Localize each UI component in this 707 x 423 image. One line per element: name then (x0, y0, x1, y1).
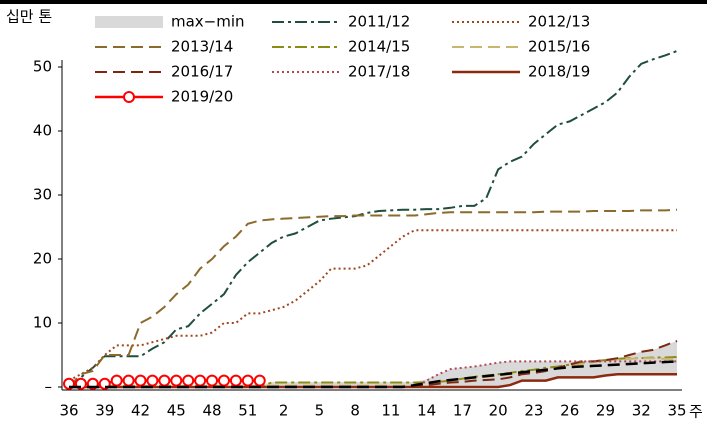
x-tick-label: 51 (238, 402, 257, 420)
series-marker (170, 374, 183, 387)
series-line (68, 229, 677, 382)
x-tick-label: 29 (596, 402, 615, 420)
series-marker (241, 374, 254, 387)
legend-label: 2011/12 (348, 13, 410, 31)
x-tick-label: 23 (524, 402, 543, 420)
series-marker (253, 374, 266, 387)
y-axis-label: 십만 톤 (6, 8, 52, 26)
legend-label: 2016/17 (171, 63, 233, 81)
x-tick-label: 2 (279, 402, 289, 420)
series-marker (217, 374, 230, 387)
series-line (69, 357, 677, 387)
x-tick-label: 20 (489, 402, 508, 420)
legend-label: max−min (171, 13, 245, 31)
x-tick-label: 32 (632, 402, 651, 420)
x-tick-label: 26 (560, 402, 579, 420)
legend-label: 2017/18 (348, 63, 410, 81)
x-tick-label: 48 (203, 402, 222, 420)
y-tick-label: 20 (33, 250, 52, 268)
x-tick-label: 11 (381, 402, 400, 420)
y-tick-label: 10 (33, 314, 52, 332)
x-tick-label: 17 (453, 402, 472, 420)
x-tick-label: 5 (315, 402, 325, 420)
x-axis-label: 주 (689, 403, 703, 421)
y-tick-label: 40 (33, 122, 52, 140)
series-marker (182, 374, 195, 387)
legend-swatch (95, 16, 163, 28)
x-tick-label: 42 (131, 402, 150, 420)
x-tick-label: 8 (350, 402, 360, 420)
x-tick-label: 45 (167, 402, 186, 420)
x-tick-label: 39 (95, 402, 114, 420)
legend-label: 2012/13 (528, 13, 590, 31)
legend-label: 2014/15 (348, 38, 410, 56)
series-line (69, 360, 678, 389)
series-marker (229, 374, 242, 387)
series-marker (110, 374, 123, 387)
legend-label: 2018/19 (528, 63, 590, 81)
x-tick-label: 35 (667, 402, 686, 420)
y-tick-label: 30 (33, 186, 52, 204)
range-band (69, 340, 677, 387)
legend-label: 2013/14 (171, 38, 233, 56)
y-tick-label: 50 (33, 58, 52, 76)
series-marker (146, 374, 159, 387)
legend-label: 2019/20 (171, 88, 233, 106)
legend-marker (123, 91, 135, 103)
y-tick-label: – (45, 378, 53, 396)
series-marker (134, 374, 147, 387)
series-marker (158, 374, 171, 387)
x-tick-label: 36 (59, 402, 78, 420)
series-marker (206, 374, 219, 387)
x-tick-label: 14 (417, 402, 436, 420)
legend-label: 2015/16 (528, 38, 590, 56)
series-marker (194, 374, 207, 387)
series-line (68, 208, 678, 388)
series-marker (122, 374, 135, 387)
series-line (68, 50, 678, 388)
top-rule (0, 0, 707, 4)
